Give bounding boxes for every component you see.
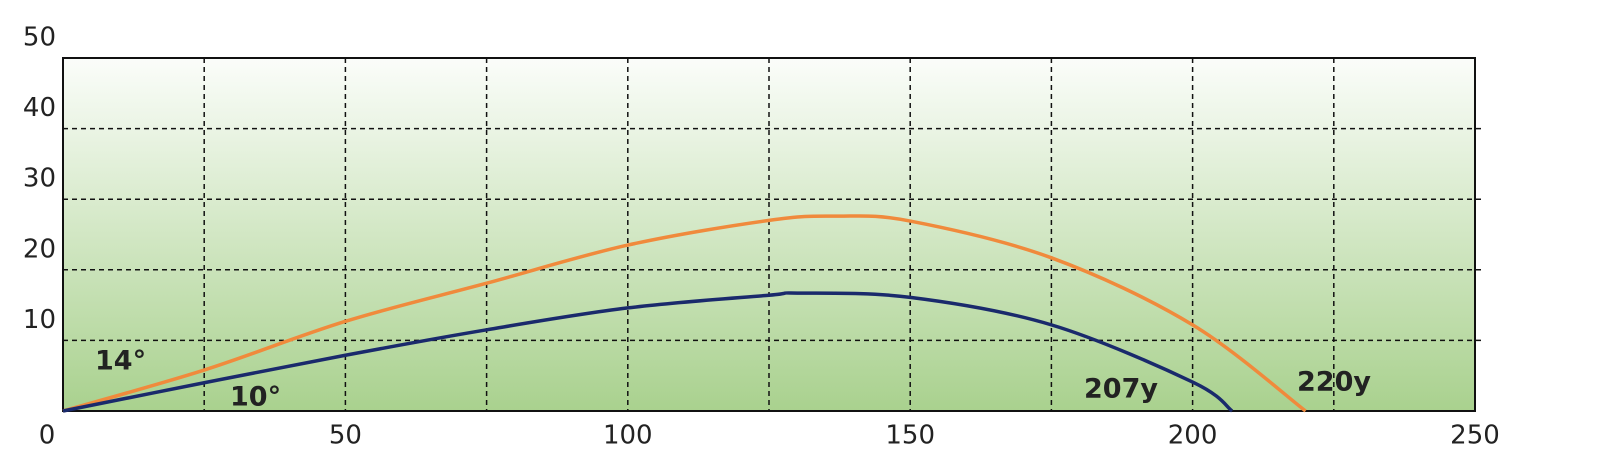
series-label: 10°: [230, 382, 281, 413]
x-tick-label: 250: [1450, 421, 1500, 451]
x-tick-label: 50: [329, 421, 362, 451]
y-tick-label: 20: [23, 234, 56, 264]
x-tick-label: 150: [885, 421, 935, 451]
y-tick-label: 40: [23, 93, 56, 123]
x-tick-label: 200: [1168, 421, 1218, 451]
trajectory-line: [62, 214, 1307, 413]
x-tick-label: 0: [39, 421, 56, 451]
y-tick-label: 30: [23, 164, 56, 194]
end-label: 220y: [1297, 367, 1371, 398]
trajectory-line: [62, 291, 1234, 413]
end-label: 207y: [1084, 374, 1158, 405]
plot-border: [62, 57, 1476, 412]
series-label: 14°: [95, 346, 146, 377]
y-tick-label: 50: [23, 23, 56, 53]
x-tick-label: 100: [603, 421, 653, 451]
y-tick-label: 10: [23, 305, 56, 335]
